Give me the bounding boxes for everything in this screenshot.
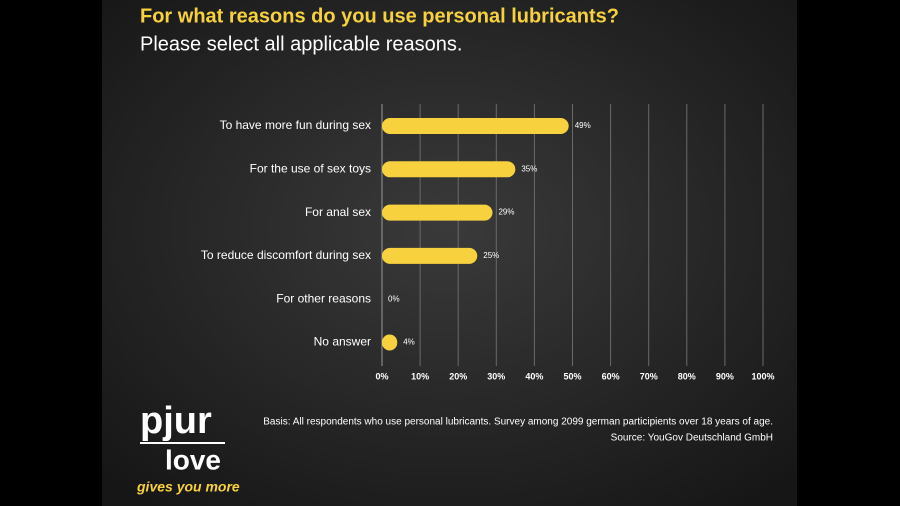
x-tick-label: 10% [411,371,429,381]
value-label: 49% [575,121,591,130]
chart-title: For what reasons do you use personal lub… [140,5,619,27]
brand-line: love [165,444,221,475]
y-tick-label: To have more fun during sex [220,118,371,132]
x-tick-label: 90% [716,371,734,381]
value-label: 35% [521,164,537,173]
y-tick-label: To reduce discomfort during sex [201,248,371,262]
brand-name: pjur [140,400,212,442]
x-tick-label: 80% [678,371,696,381]
value-label: 4% [403,338,415,347]
bar [382,247,478,264]
y-tick-label: No answer [314,335,371,349]
bar [382,334,398,351]
y-tick-label: For other reasons [276,291,371,305]
bar [382,204,493,221]
x-tick-label: 70% [640,371,658,381]
footnote: Source: YouGov Deutschland GmbH [611,433,773,444]
bar [382,161,516,178]
x-tick-label: 60% [602,371,620,381]
y-tick-label: For anal sex [305,205,371,219]
value-label: 0% [388,294,400,303]
x-tick-label: 0% [375,371,388,381]
y-tick-label: For the use of sex toys [250,161,371,175]
x-tick-label: 50% [563,371,581,381]
value-label: 25% [483,251,499,260]
x-tick-label: 30% [487,371,505,381]
x-tick-label: 20% [449,371,467,381]
brand-tagline: gives you more [136,479,240,495]
x-tick-label: 40% [525,371,543,381]
chart-subtitle: Please select all applicable reasons. [140,33,462,55]
footnote: Basis: All respondents who use personal … [263,417,773,428]
x-tick-label: 100% [751,371,774,381]
value-label: 29% [498,208,514,217]
bar [382,118,569,134]
